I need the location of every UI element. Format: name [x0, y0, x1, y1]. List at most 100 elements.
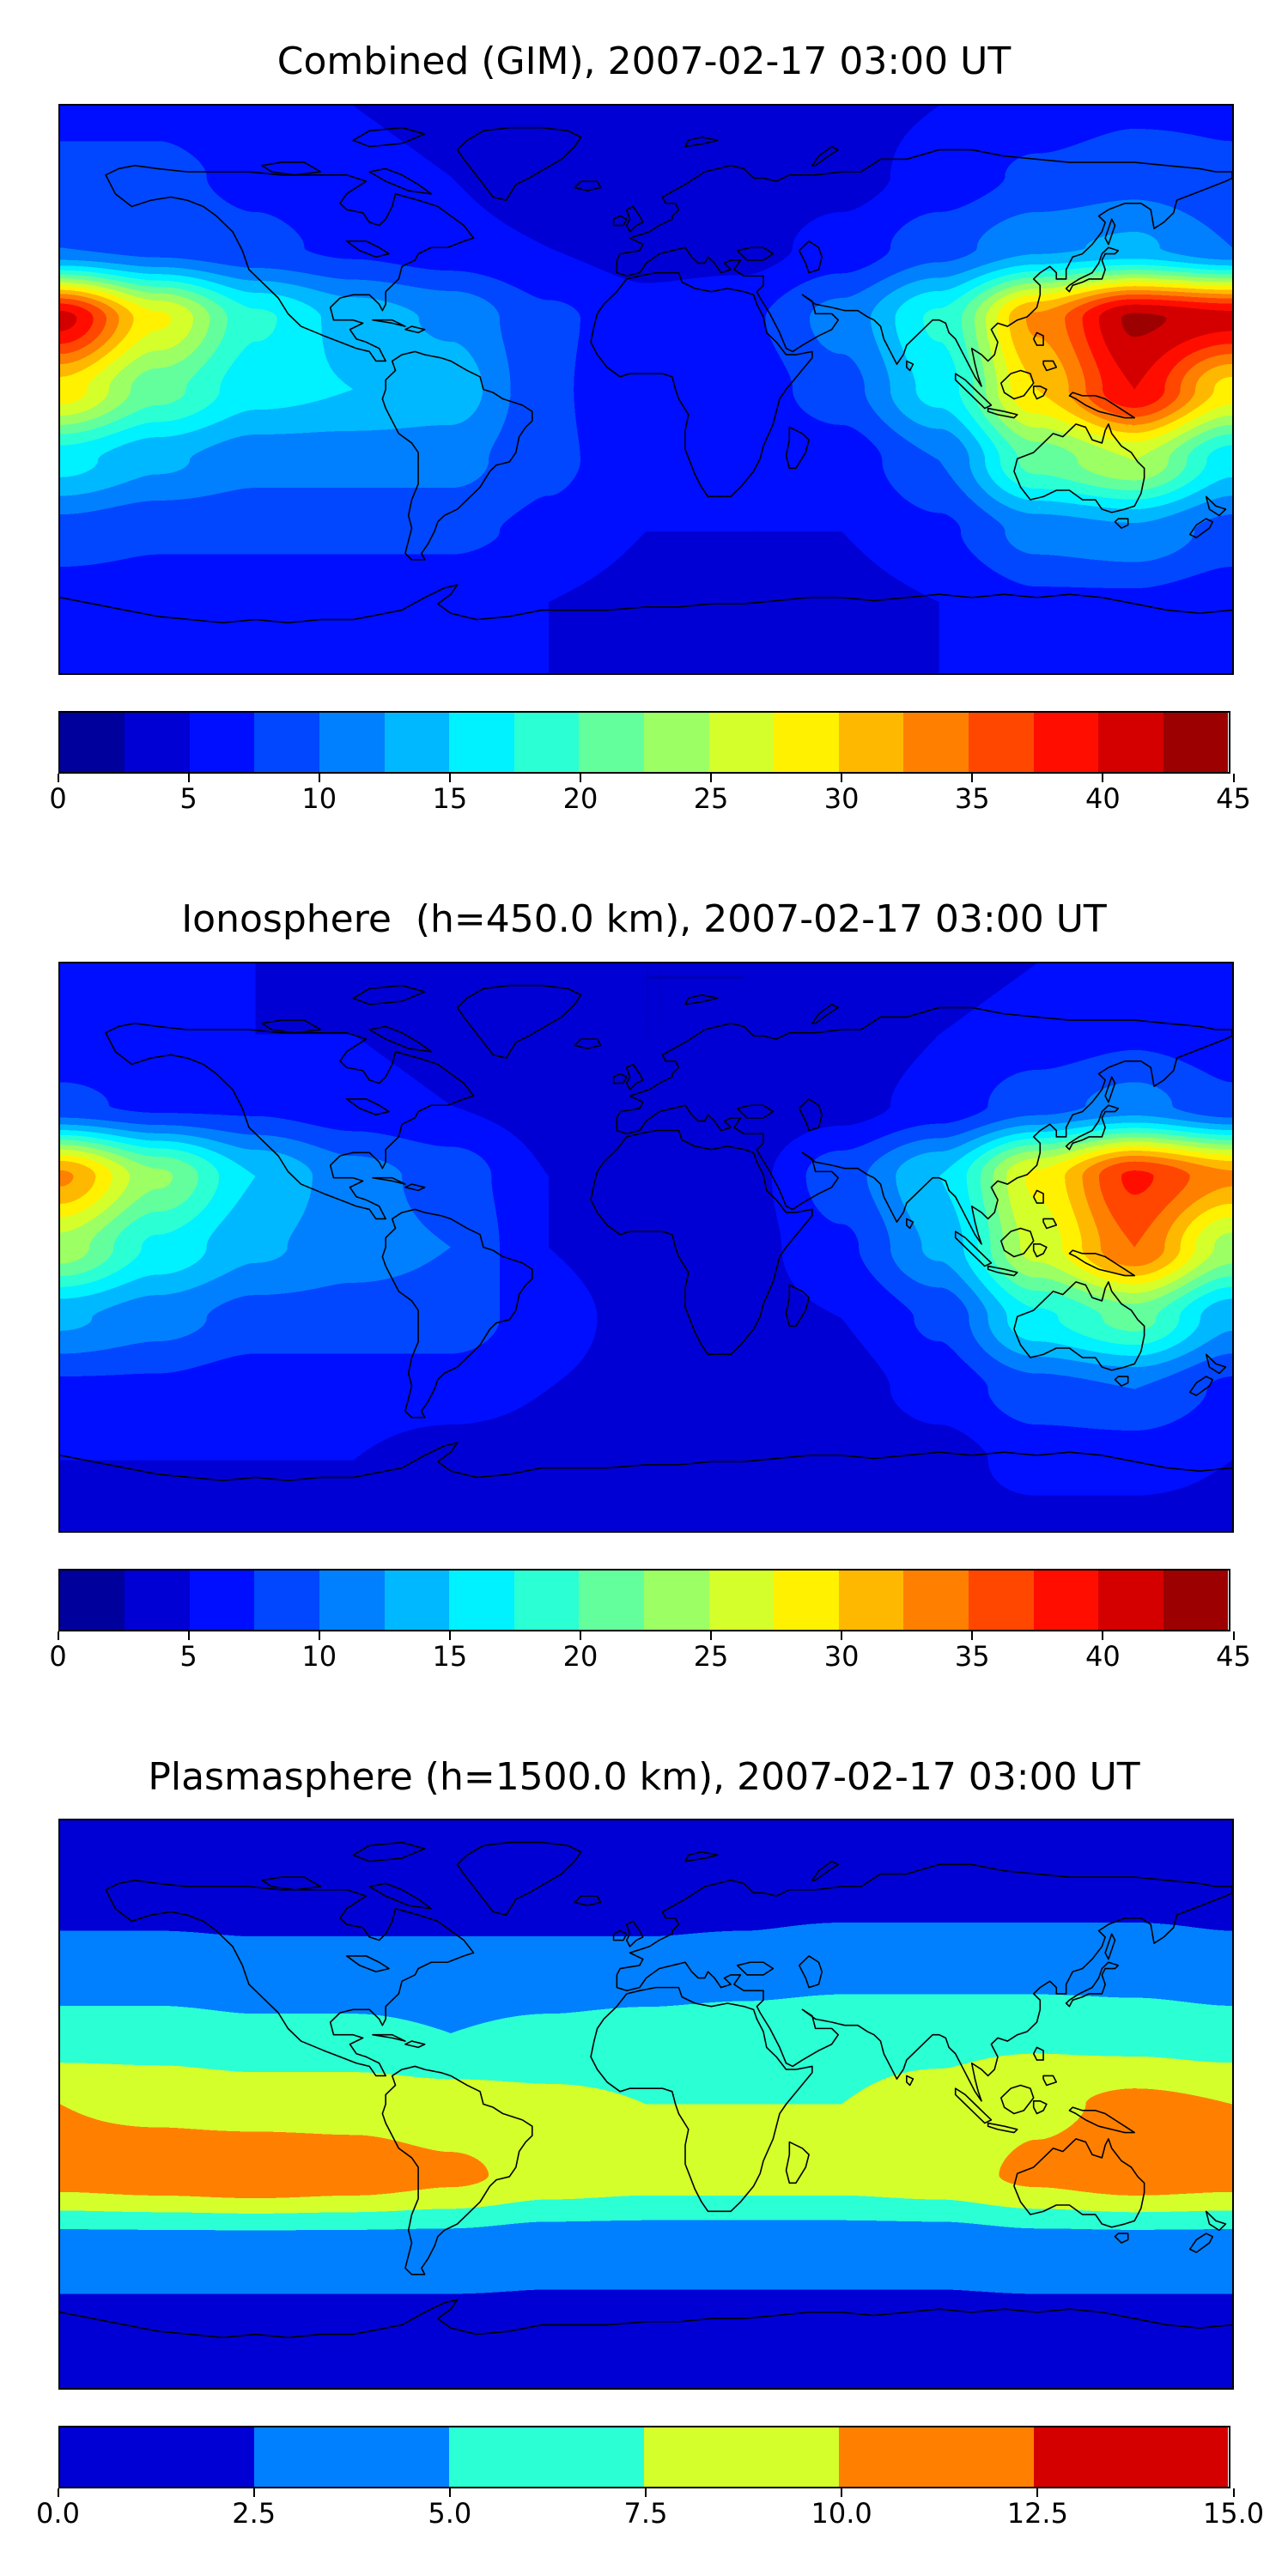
- colorbar-tick-label: 40: [1085, 781, 1121, 815]
- colorbar-segment: [384, 1570, 450, 1630]
- colorbar-segment: [125, 1570, 190, 1630]
- colorbar-segment: [1163, 712, 1229, 772]
- colorbar-tick-label: 5.0: [428, 2497, 472, 2530]
- colorbar-tick-mark: [1102, 1631, 1104, 1640]
- colorbar-tick-label: 0: [49, 1639, 67, 1673]
- colorbar-segment: [189, 712, 255, 772]
- colorbar-segment: [59, 1570, 125, 1630]
- map-frame: [58, 103, 1234, 675]
- colorbar-tick-mark: [1102, 773, 1104, 782]
- colorbar-segment: [319, 712, 385, 772]
- colorbar-tick-mark: [841, 773, 843, 782]
- colorbar-segment: [449, 712, 514, 772]
- colorbar-tick-mark: [710, 1631, 713, 1640]
- colorbar-tick-label: 15: [432, 781, 468, 815]
- colorbar-tick-label: 15.0: [1202, 2497, 1265, 2530]
- panel-title: Ionosphere (h=450.0 km), 2007-02-17 03:0…: [181, 896, 1107, 941]
- colorbar-tick-label: 5: [179, 1639, 197, 1673]
- colorbar-tick-label: 35: [954, 1639, 990, 1673]
- colorbar-tick-mark: [1232, 1631, 1235, 1640]
- colorbar-segment: [838, 2427, 1034, 2488]
- colorbar-segment: [189, 1570, 255, 1630]
- colorbar-ticks: 0 5 10 15 20 25 30 35 40 45: [49, 773, 1251, 822]
- colorbar-tick-label: 40: [1085, 1639, 1121, 1673]
- colorbar-segment: [319, 1570, 385, 1630]
- colorbar-tick-mark: [645, 2488, 647, 2498]
- colorbar-tick-label: 7.5: [623, 2497, 668, 2530]
- panel-combined: Combined (GIM), 2007-02-17 03:00 UT 0 5 10…: [49, 39, 1251, 822]
- panel-title: Combined (GIM), 2007-02-17 03:00 UT: [276, 39, 1012, 83]
- colorbar-segment: [969, 1570, 1034, 1630]
- colorbar-segment: [579, 1570, 644, 1630]
- tec-map-canvas: [59, 963, 1232, 1531]
- colorbar-segment: [1098, 712, 1163, 772]
- panel-plasmasphere: Plasmasphere (h=1500.0 km), 2007-02-17 0…: [36, 1754, 1264, 2537]
- colorbar-tick-label: 10: [301, 1639, 337, 1673]
- colorbar-tick-mark: [252, 2488, 255, 2498]
- colorbar-tick-mark: [579, 1631, 581, 1640]
- colorbar-segment: [774, 1570, 839, 1630]
- map-frame: [58, 1819, 1234, 2391]
- colorbar-tick-mark: [841, 2488, 843, 2498]
- colorbar-tick-label: 25: [693, 1639, 729, 1673]
- colorbar-tick-label: 0: [49, 781, 67, 815]
- colorbar-tick-mark: [841, 1631, 843, 1640]
- colorbar-ticks: 0.0 2.5 5.0 7.5 10.0 12.5 15.0: [36, 2488, 1264, 2537]
- colorbar-segment: [708, 712, 775, 772]
- colorbar-segment: [513, 712, 580, 772]
- colorbar-tick-mark: [57, 2488, 59, 2498]
- colorbar-segment: [1098, 1570, 1163, 1630]
- colorbar-segment: [125, 712, 190, 772]
- colorbar-segment: [59, 712, 125, 772]
- colorbar-segment: [1163, 1570, 1229, 1630]
- colorbar-tick-label: 0.0: [36, 2497, 80, 2530]
- colorbar-segment: [384, 712, 450, 772]
- colorbar-tick-mark: [971, 1631, 974, 1640]
- colorbar-segment: [449, 2427, 644, 2488]
- colorbar-segment: [643, 712, 709, 772]
- colorbar: [58, 2426, 1230, 2489]
- tec-map-canvas: [59, 105, 1232, 673]
- colorbar-tick-label: 2.5: [232, 2497, 276, 2530]
- colorbar: [58, 710, 1230, 774]
- colorbar-segment: [254, 712, 319, 772]
- colorbar-tick-label: 35: [954, 781, 990, 815]
- colorbar-tick-mark: [579, 773, 581, 782]
- panel-title: Plasmasphere (h=1500.0 km), 2007-02-17 0…: [148, 1754, 1140, 1799]
- colorbar-segment: [59, 2427, 255, 2488]
- colorbar-tick-mark: [318, 1631, 320, 1640]
- colorbar-segment: [643, 1570, 709, 1630]
- colorbar-segment: [838, 1570, 904, 1630]
- colorbar-ticks: 0 5 10 15 20 25 30 35 40 45: [49, 1631, 1251, 1680]
- colorbar-segment: [1033, 1570, 1099, 1630]
- colorbar-tick-mark: [710, 773, 713, 782]
- colorbar-tick-mark: [448, 773, 451, 782]
- map-frame: [58, 961, 1234, 1533]
- panel-ionosphere: Ionosphere (h=450.0 km), 2007-02-17 03:0…: [49, 896, 1251, 1680]
- colorbar-tick-label: 25: [693, 781, 729, 815]
- colorbar-tick-mark: [971, 773, 974, 782]
- colorbar: [58, 1568, 1230, 1631]
- colorbar-segment: [643, 2427, 839, 2488]
- colorbar-segment: [708, 1570, 775, 1630]
- colorbar-segment: [254, 2427, 450, 2488]
- colorbar-segment: [1033, 712, 1099, 772]
- colorbar-segment: [903, 1570, 969, 1630]
- colorbar-segment: [903, 712, 969, 772]
- colorbar-tick-label: 20: [562, 781, 598, 815]
- colorbar-tick-mark: [1232, 2488, 1235, 2498]
- colorbar-tick-label: 15: [432, 1639, 468, 1673]
- colorbar-tick-mark: [318, 773, 320, 782]
- colorbar-tick-mark: [187, 773, 190, 782]
- colorbar-segment: [449, 1570, 514, 1630]
- colorbar-tick-label: 12.5: [1006, 2497, 1068, 2530]
- colorbar-segment: [969, 712, 1034, 772]
- colorbar-tick-label: 10.0: [811, 2497, 872, 2530]
- colorbar-tick-mark: [448, 2488, 451, 2498]
- colorbar-segment: [774, 712, 839, 772]
- colorbar-tick-mark: [57, 1631, 59, 1640]
- colorbar-tick-label: 45: [1216, 1639, 1251, 1673]
- colorbar-tick-label: 20: [562, 1639, 598, 1673]
- colorbar-tick-mark: [1036, 2488, 1039, 2498]
